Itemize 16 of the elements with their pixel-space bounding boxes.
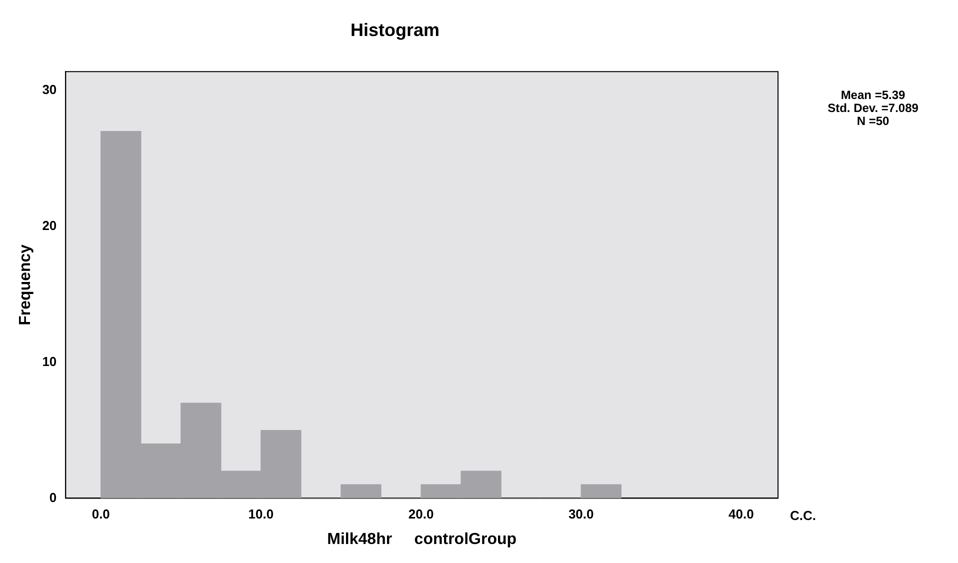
text: Std. Dev. =7.089 [828, 100, 919, 115]
chart-title: Histogram [350, 20, 440, 40]
text: Mean =5.39 [840, 88, 906, 102]
text: C.C. [790, 508, 816, 523]
x-axis-title: Milk48hr controlGroup [327, 530, 517, 548]
x-tick-label: 20.0 [408, 506, 434, 522]
x-tick-label: 30.0 [568, 506, 594, 522]
x-tick-label: 0.0 [92, 506, 110, 522]
text: N =50 [856, 114, 890, 128]
y-tick-label: 0 [49, 490, 57, 505]
y-tick-label: 10 [42, 354, 57, 369]
x-tick-label: 40.0 [728, 506, 754, 522]
y-tick-label: 30 [42, 82, 57, 98]
x-tick-label: 10.0 [248, 506, 274, 522]
y-axis-title: Frequency [17, 244, 34, 326]
y-tick-label: 20 [42, 218, 57, 234]
